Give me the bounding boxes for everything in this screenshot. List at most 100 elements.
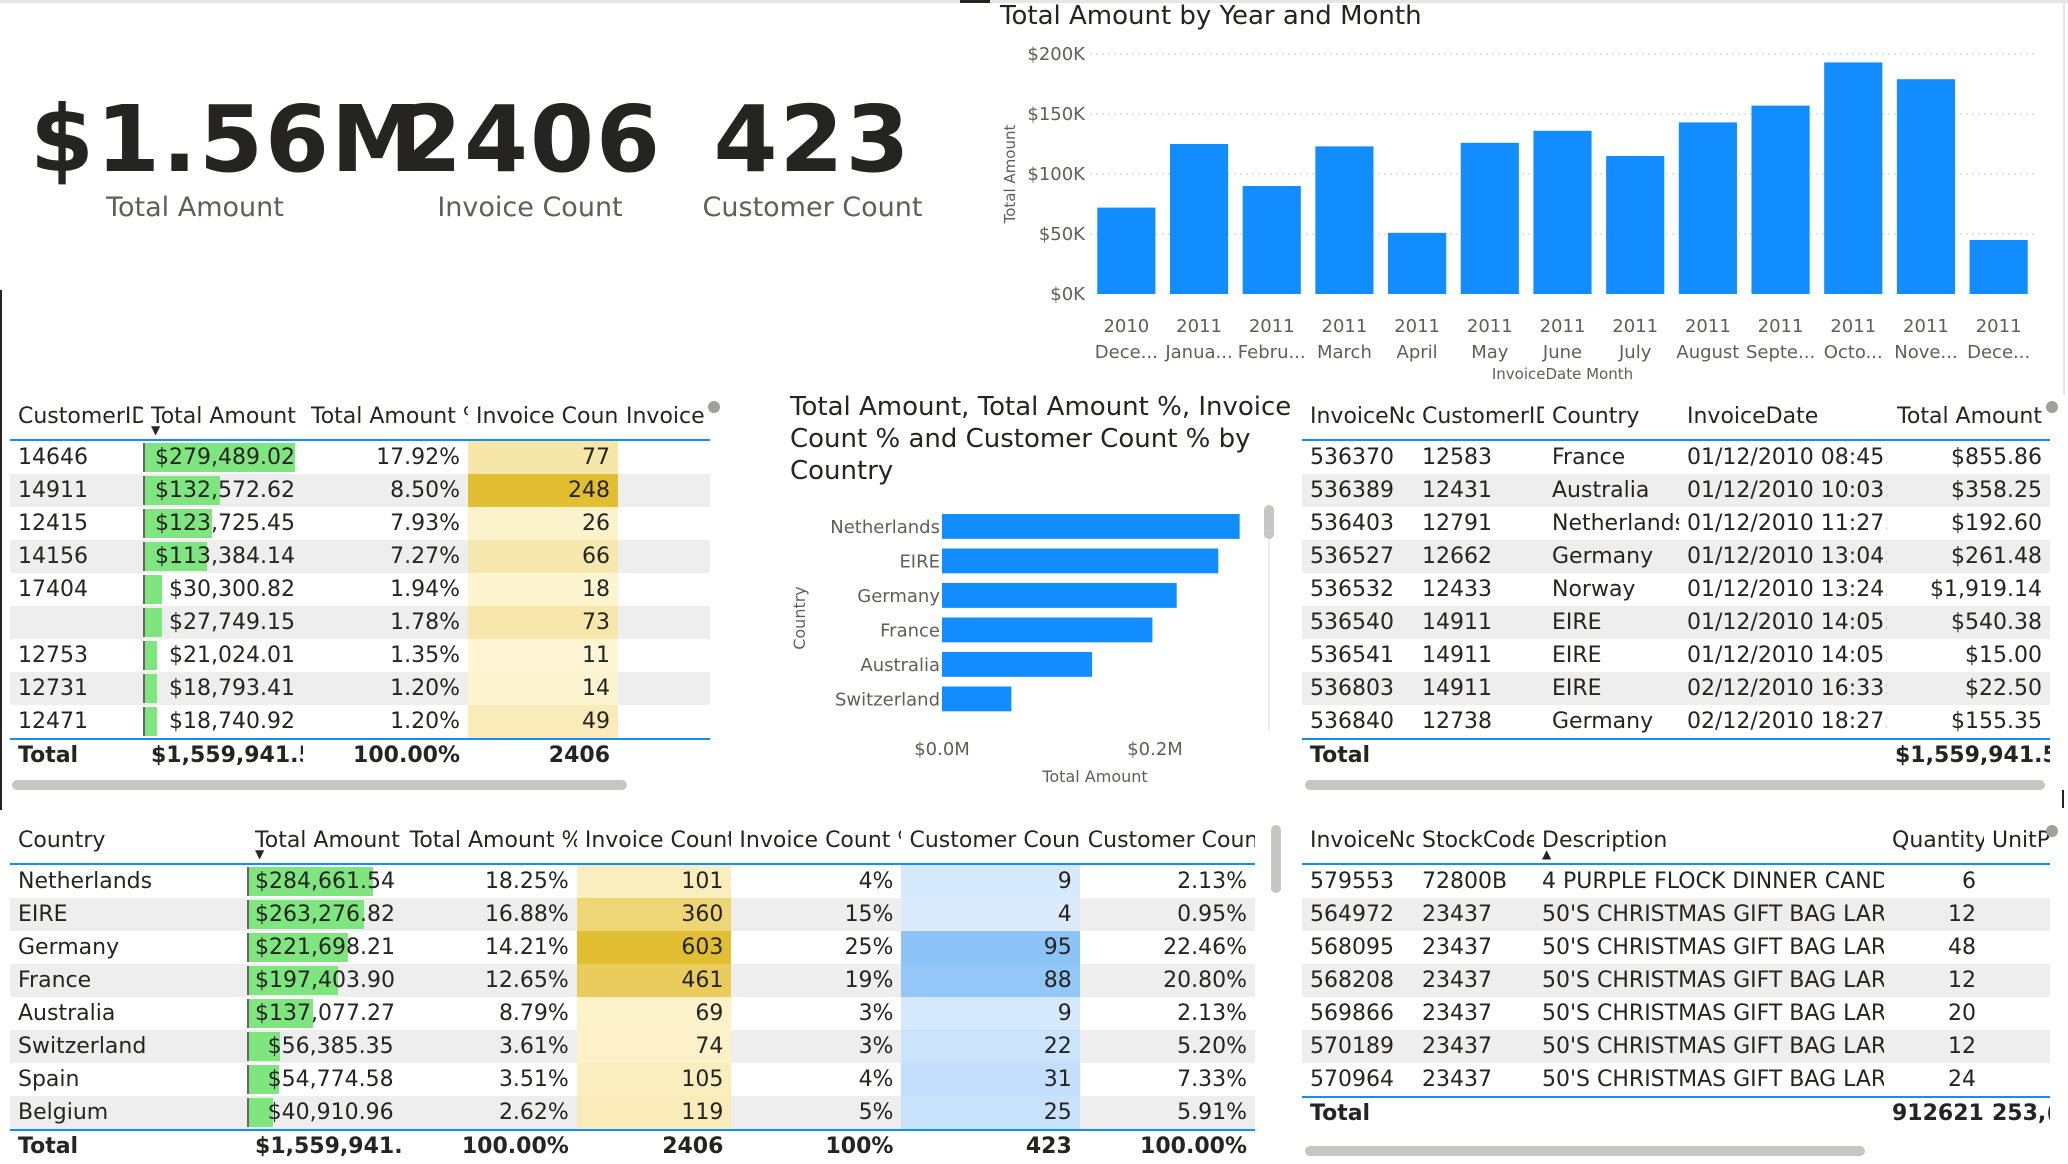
col-header-total-amount[interactable]: Total Amount ▼ — [143, 393, 303, 441]
table-row[interactable]: 536541 14911 EIRE 01/12/2010 14:05:00 $15.00 — [1302, 639, 2050, 672]
table-row[interactable]: 14646 $279,489.02 17.92% 77 — [10, 440, 710, 474]
table-row[interactable]: 12415 $123,725.45 7.93% 26 — [10, 507, 710, 540]
column-bar[interactable] — [1824, 62, 1883, 295]
col-header-invoice-count-pct[interactable]: Invoice Count % — [731, 817, 902, 865]
table-row[interactable]: 12731 $18,793.41 1.20% 14 — [10, 672, 710, 705]
col-header-invoiceno[interactable]: InvoiceNo — [1302, 393, 1414, 441]
hbar-chart[interactable]: Country Netherlands EIRE Germany France Austr… — [785, 500, 1255, 790]
column-bar[interactable] — [1896, 79, 1956, 294]
table-row[interactable]: 14156 $113,384.14 7.27% 66 — [10, 540, 710, 573]
country-table-vscroll[interactable] — [1271, 825, 1281, 893]
invoice-table[interactable]: InvoiceNo CustomerID Country InvoiceDate… — [1302, 393, 2050, 770]
table-row[interactable]: 570964 23437 50'S CHRISTMAS GIFT BAG LARGE… — [1302, 1063, 2050, 1097]
col-header-total-amount-pct[interactable]: Total Amount % — [303, 393, 468, 441]
y-tick-label: Switzerland — [835, 690, 940, 711]
hbar[interactable] — [942, 514, 1240, 539]
cell-country: Germany — [1544, 540, 1679, 573]
column-bar[interactable] — [1533, 130, 1592, 294]
table-row[interactable]: Belgium $40,910.96 2.62% 119 5% 25 5.91% — [10, 1096, 1255, 1130]
product-table-hscroll[interactable] — [1305, 1146, 1865, 1156]
col-header-invoicedate[interactable]: InvoiceDate — [1679, 393, 1887, 441]
x-tick-year: 2010 — [1103, 316, 1149, 337]
column-bar[interactable] — [1315, 146, 1374, 294]
cell-customer-count-pct: 0.95% — [1079, 898, 1255, 931]
customer-table-scroll-dot[interactable] — [708, 401, 720, 413]
cell-stockcode: 23437 — [1422, 1001, 1492, 1026]
hbar[interactable] — [942, 548, 1219, 574]
table-row[interactable]: 536370 12583 France 01/12/2010 08:45:00 $855… — [1302, 440, 2050, 474]
cell-invoiceno: 536803 — [1302, 672, 1414, 705]
table-row[interactable]: 570189 23437 50'S CHRISTMAS GIFT BAG LARGE… — [1302, 1030, 2050, 1063]
table-row[interactable]: 536532 12433 Norway 01/12/2010 13:24:00 $1,9… — [1302, 573, 2050, 606]
hbar[interactable] — [942, 617, 1153, 643]
cell-quantity: 24 — [1948, 1067, 1976, 1092]
cell-invoiceno: 536540 — [1302, 606, 1414, 639]
cell-invoicedate: 01/12/2010 13:24:00 — [1687, 577, 1887, 602]
table-row[interactable]: 14911 $132,572.62 8.50% 248 — [10, 474, 710, 507]
col-header-customer-count[interactable]: Customer Count — [901, 817, 1080, 865]
hbar[interactable] — [942, 652, 1093, 677]
table-row[interactable]: Netherlands $284,661.54 18.25% 101 4% 9 2.13% — [10, 864, 1255, 898]
column-bar[interactable] — [1242, 186, 1301, 294]
table-row[interactable]: France $197,403.90 12.65% 461 19% 88 20.80% — [10, 964, 1255, 997]
table-row[interactable]: 579553 72800B 4 PURPLE FLOCK DINNER CANDLE… — [1302, 864, 2050, 898]
col-header-unitprice[interactable]: UnitP — [1984, 817, 2050, 865]
table-row[interactable]: 12471 $18,740.92 1.20% 49 — [10, 705, 710, 739]
table-row[interactable]: Germany $221,698.21 14.21% 603 25% 95 22.46% — [10, 931, 1255, 964]
cell-empty — [1679, 738, 1887, 770]
column-bar[interactable] — [1678, 122, 1737, 295]
col-header-invoiceno[interactable]: InvoiceNo — [1302, 817, 1414, 865]
column-chart[interactable]: $0K $50K $100K $150K $200K Total Amount 2010 De… — [990, 36, 2060, 386]
table-row[interactable]: 536403 12791 Netherlands 01/12/2010 11:27:0… — [1302, 507, 2050, 540]
col-header-total-amount[interactable]: Total Amount ▼ — [247, 817, 402, 865]
hbar-chart-vscroll[interactable] — [1264, 505, 1274, 539]
col-header-quantity[interactable]: Quantity — [1884, 817, 1984, 865]
hbar[interactable] — [942, 686, 1012, 712]
column-bar[interactable] — [1097, 207, 1156, 294]
table-row[interactable]: EIRE $263,276.82 16.88% 360 15% 4 0.95% — [10, 898, 1255, 931]
customer-table[interactable]: CustomerID Total Amount ▼ Total Amount % … — [10, 393, 710, 770]
column-bar[interactable] — [1606, 156, 1665, 294]
col-header-country[interactable]: Country — [10, 817, 248, 865]
table-row[interactable]: Australia $137,077.27 8.79% 69 3% 9 2.13% — [10, 997, 1255, 1030]
column-bar[interactable] — [1460, 142, 1519, 294]
col-header-customer-count-pct[interactable]: Customer Count % — [1079, 817, 1255, 865]
column-bar[interactable] — [1169, 144, 1229, 294]
table-row[interactable]: $27,749.15 1.78% 73 — [10, 606, 710, 639]
column-bar[interactable] — [1388, 232, 1447, 294]
column-bar[interactable] — [1969, 240, 2028, 294]
col-header-total-amount[interactable]: Total Amount — [1887, 393, 2050, 441]
invoice-table-hscroll[interactable] — [1305, 780, 2045, 790]
table-row[interactable]: 536840 12738 Germany 02/12/2010 18:27:00 $15… — [1302, 705, 2050, 739]
col-header-invoice-count[interactable]: Invoice Count — [576, 817, 732, 865]
col-header-customerid[interactable]: CustomerID — [10, 393, 143, 441]
table-row[interactable]: 568208 23437 50'S CHRISTMAS GIFT BAG LARGE… — [1302, 964, 2050, 997]
data-bar-value: $284,661.54 — [255, 869, 395, 894]
column-bar[interactable] — [1751, 105, 1810, 294]
cell-total-amount: $56,385.35 — [247, 1030, 402, 1063]
col-header-stockcode[interactable]: StockCode — [1414, 817, 1534, 865]
col-header-total-amount-pct[interactable]: Total Amount % — [401, 817, 577, 865]
col-header-invoice-count[interactable]: Invoice Count — [468, 393, 618, 441]
product-table-scroll-dot[interactable] — [2046, 825, 2058, 837]
customer-table-hscroll[interactable] — [12, 780, 627, 790]
table-row[interactable]: 569866 23437 50'S CHRISTMAS GIFT BAG LARGE… — [1302, 997, 2050, 1030]
table-row[interactable]: 17404 $30,300.82 1.94% 18 — [10, 573, 710, 606]
table-row[interactable]: Spain $54,774.58 3.51% 105 4% 31 7.33% — [10, 1063, 1255, 1096]
table-row[interactable]: Switzerland $56,385.35 3.61% 74 3% 22 5.20% — [10, 1030, 1255, 1063]
col-header-customerid[interactable]: CustomerID — [1414, 393, 1544, 441]
col-header-country[interactable]: Country — [1544, 393, 1679, 441]
table-row[interactable]: 568095 23437 50'S CHRISTMAS GIFT BAG LARGE… — [1302, 931, 2050, 964]
col-header-description[interactable]: Description ▲ — [1534, 817, 1884, 865]
col-header-invoice-count-pct[interactable]: Invoice C — [618, 393, 710, 441]
country-table[interactable]: Country Total Amount ▼ Total Amount % Inv… — [10, 817, 1255, 1161]
invoice-table-scroll-dot[interactable] — [2046, 401, 2058, 413]
table-row[interactable]: 564972 23437 50'S CHRISTMAS GIFT BAG LARGE… — [1302, 898, 2050, 931]
table-row[interactable]: 12753 $21,024.01 1.35% 11 — [10, 639, 710, 672]
hbar[interactable] — [942, 583, 1177, 608]
product-table[interactable]: InvoiceNo StockCode Description ▲ Quantit… — [1302, 817, 2050, 1128]
